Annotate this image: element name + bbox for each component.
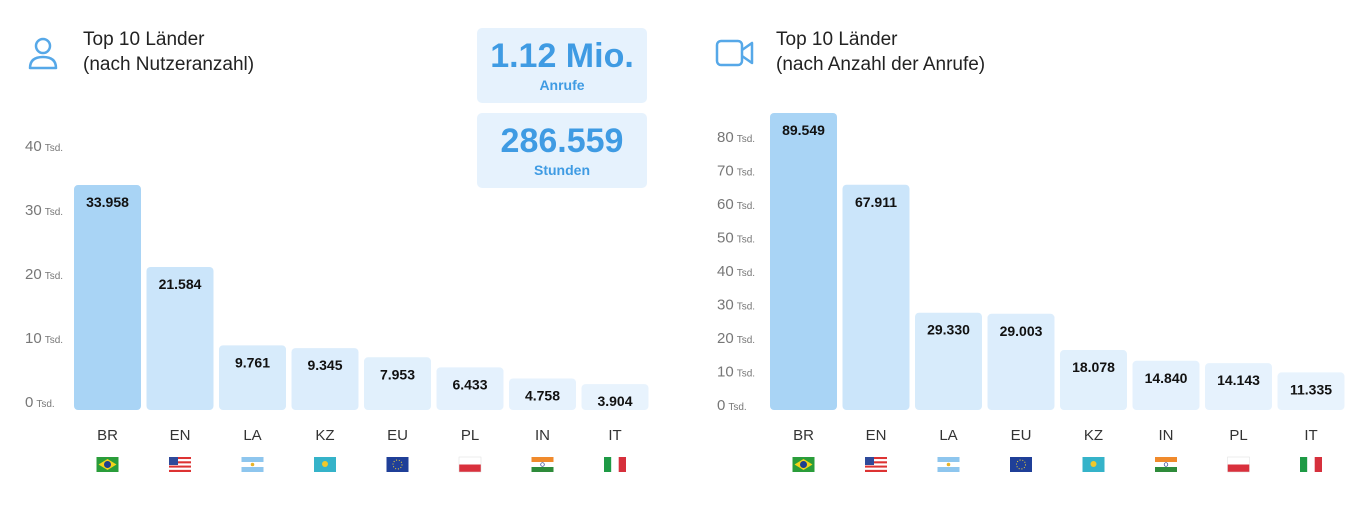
bar-value-label: 11.335 bbox=[1290, 381, 1332, 397]
y-tick-label: 30 Tsd. bbox=[25, 202, 63, 219]
bar-kz bbox=[291, 348, 359, 410]
title-line: Top 10 Länder bbox=[776, 29, 898, 50]
bar-pl bbox=[1205, 363, 1272, 410]
bar-value-label: 14.143 bbox=[1217, 372, 1260, 388]
bar-value-label: 21.584 bbox=[159, 276, 202, 292]
title-line: Top 10 Länder bbox=[83, 29, 205, 50]
stat-label: Anrufe bbox=[539, 77, 585, 93]
category-label: IT bbox=[1304, 427, 1317, 444]
stat-label: Stunden bbox=[534, 162, 590, 178]
y-tick-label: 0 Tsd. bbox=[25, 394, 55, 411]
bar-value-label: 18.078 bbox=[1072, 359, 1115, 375]
category-label: EU bbox=[387, 427, 408, 444]
bar-eu bbox=[364, 357, 431, 410]
category-label: IT bbox=[608, 427, 621, 444]
y-tick-label: 30 Tsd. bbox=[717, 297, 755, 314]
flag-pl-icon bbox=[1227, 456, 1250, 473]
category-label: BR bbox=[793, 427, 814, 444]
left-chart-title: Top 10 Länder (nach Nutzeranzahl) bbox=[83, 27, 254, 77]
bar-la bbox=[915, 312, 982, 410]
category-label: PL bbox=[461, 427, 479, 444]
stat-calls: 1.12 Mio. Anrufe bbox=[477, 28, 647, 103]
category-label: IN bbox=[1159, 427, 1174, 444]
bar-eu bbox=[987, 313, 1055, 410]
category-label: LA bbox=[243, 427, 261, 444]
flag-it-icon bbox=[604, 457, 626, 472]
bar-value-label: 3.904 bbox=[597, 393, 632, 409]
flag-it-icon bbox=[1300, 457, 1322, 472]
bar-en bbox=[146, 267, 214, 410]
bar-value-label: 9.345 bbox=[307, 357, 342, 373]
user-icon bbox=[25, 35, 61, 76]
bar-br bbox=[770, 113, 837, 410]
bar-kz bbox=[1060, 350, 1127, 410]
bar-value-label: 6.433 bbox=[452, 376, 487, 392]
bar-value-label: 4.758 bbox=[525, 387, 560, 403]
y-tick-label: 70 Tsd. bbox=[717, 163, 755, 180]
bar-br bbox=[74, 185, 141, 410]
right-chart-title: Top 10 Länder (nach Anzahl der Anrufe) bbox=[776, 27, 985, 77]
y-tick-label: 20 Tsd. bbox=[717, 330, 755, 347]
bar-value-label: 7.953 bbox=[380, 366, 415, 382]
bar-la bbox=[219, 345, 286, 410]
category-label: BR bbox=[97, 427, 118, 444]
flag-pl-icon bbox=[458, 456, 482, 473]
bar-value-label: 14.840 bbox=[1145, 370, 1188, 386]
flag-eu-icon bbox=[1010, 457, 1032, 472]
y-tick-label: 50 Tsd. bbox=[717, 230, 755, 247]
category-label: KZ bbox=[315, 427, 334, 444]
bar-value-label: 29.003 bbox=[1000, 323, 1043, 339]
subtitle-line: (nach Anzahl der Anrufe) bbox=[776, 54, 986, 75]
bar-it bbox=[581, 384, 649, 410]
bar-value-label: 33.958 bbox=[86, 194, 129, 210]
stat-hours: 286.559 Stunden bbox=[477, 113, 647, 188]
subtitle-line: (nach Nutzeranzahl) bbox=[83, 54, 255, 75]
flag-en-icon bbox=[169, 457, 191, 472]
bar-value-label: 29.330 bbox=[927, 322, 970, 338]
bar-value-label: 89.549 bbox=[782, 122, 825, 138]
flag-br-icon bbox=[792, 457, 815, 472]
flag-eu-icon bbox=[386, 457, 409, 472]
bar-in bbox=[509, 378, 576, 410]
flag-kz-icon bbox=[1082, 457, 1105, 472]
bar-chart-1: 0 Tsd. 10 Tsd. 20 Tsd. 30 Tsd. 40 Tsd. 33.958 BR 21.… bbox=[25, 138, 649, 473]
category-label: EU bbox=[1011, 427, 1032, 444]
flag-la-icon bbox=[937, 457, 960, 472]
flag-kz-icon bbox=[314, 457, 336, 472]
bar-in bbox=[1132, 360, 1200, 410]
stat-value: 286.559 bbox=[500, 122, 624, 160]
category-label: EN bbox=[866, 427, 887, 444]
flag-br-icon bbox=[96, 457, 119, 472]
bar-it bbox=[1277, 372, 1345, 410]
stat-value: 1.12 Mio. bbox=[490, 37, 634, 75]
y-tick-label: 10 Tsd. bbox=[25, 330, 63, 347]
y-tick-label: 10 Tsd. bbox=[717, 364, 755, 381]
y-tick-label: 40 Tsd. bbox=[717, 263, 755, 280]
flag-in-icon bbox=[1155, 457, 1177, 472]
bar-en bbox=[842, 184, 910, 410]
y-tick-label: 60 Tsd. bbox=[717, 196, 755, 213]
category-label: LA bbox=[939, 427, 957, 444]
category-label: EN bbox=[170, 427, 191, 444]
bar-pl bbox=[436, 367, 504, 410]
y-tick-label: 40 Tsd. bbox=[25, 138, 63, 155]
bar-value-label: 9.761 bbox=[235, 354, 270, 370]
y-tick-label: 0 Tsd. bbox=[717, 397, 747, 414]
flag-en-icon bbox=[865, 457, 887, 472]
y-tick-label: 20 Tsd. bbox=[25, 266, 63, 283]
flag-in-icon bbox=[531, 457, 554, 472]
bar-value-label: 67.911 bbox=[855, 194, 897, 210]
category-label: IN bbox=[535, 427, 550, 444]
y-tick-label: 80 Tsd. bbox=[717, 129, 755, 146]
category-label: KZ bbox=[1084, 427, 1103, 444]
category-label: PL bbox=[1229, 427, 1247, 444]
flag-la-icon bbox=[241, 457, 264, 472]
video-camera-icon bbox=[715, 38, 755, 73]
bar-chart-2: 0 Tsd. 10 Tsd. 20 Tsd. 30 Tsd. 40 Tsd. 50 Tsd. 60 Tsd… bbox=[717, 113, 1345, 473]
